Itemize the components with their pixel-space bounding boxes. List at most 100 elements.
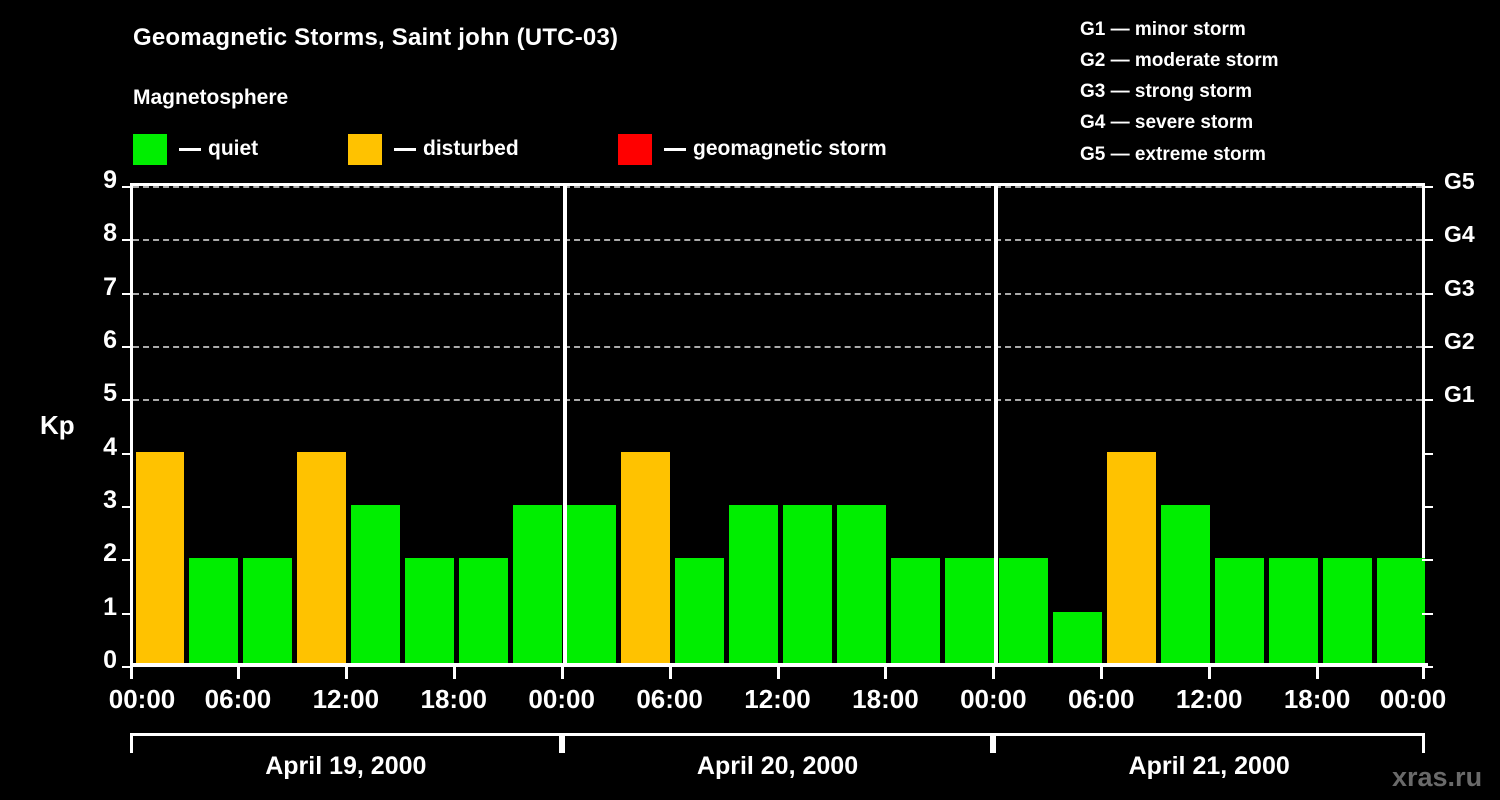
x-axis-label-0: 00:00 <box>108 684 176 714</box>
bar <box>836 505 886 665</box>
y-axis-label-7: 7 <box>103 272 117 301</box>
y-axis-label-6: 6 <box>103 326 117 354</box>
day-separator-2 <box>994 186 999 665</box>
g-scale-label-g2: G2 <box>1444 328 1475 354</box>
bar <box>1268 558 1318 665</box>
bar <box>243 558 293 665</box>
gridline-kp-6 <box>133 346 1422 348</box>
y-tick-right-0 <box>1422 666 1433 668</box>
bar <box>351 505 401 665</box>
magnetosphere-heading: Magnetosphere <box>133 86 289 109</box>
y-axis-ticks <box>122 186 1433 668</box>
y-tick-7 <box>122 292 133 295</box>
legend-dash-icon <box>664 147 686 151</box>
storm-key-line-g2: G2 — moderate storm <box>1080 50 1279 72</box>
bar <box>135 451 185 665</box>
bar <box>189 558 239 665</box>
storm-key-line-g5: G5 — extreme storm <box>1080 143 1266 165</box>
x-tick-11 <box>1316 665 1320 679</box>
bar <box>1214 558 1264 665</box>
x-axis-label-9: 06:00 <box>1068 684 1135 714</box>
legend-label-geomagnetic-storm: geomagnetic storm <box>693 137 887 160</box>
y-axis-label-0: 0 <box>103 646 117 674</box>
y-tick-1 <box>122 612 133 615</box>
x-axis-label-2: 12:00 <box>312 684 380 714</box>
day-bracket-3 <box>993 733 1425 753</box>
y-tick-right-9 <box>1422 186 1433 188</box>
day-separators <box>133 186 1422 665</box>
y-tick-8 <box>122 239 133 242</box>
bar <box>783 505 832 665</box>
g-scale-label-g5: G5 <box>1444 168 1475 194</box>
page-title: Geomagnetic Storms, Saint john (UTC-03) <box>133 24 619 51</box>
bar <box>1376 558 1426 665</box>
x-axis-label-7: 18:00 <box>852 684 919 714</box>
y-tick-right-1 <box>1422 612 1433 615</box>
x-tick-8 <box>992 665 996 679</box>
day-label-2: April 20, 2000 <box>696 752 859 780</box>
y-tick-6 <box>122 346 133 348</box>
x-tick-12 <box>1422 665 1425 679</box>
legend-item-quiet: quiet <box>133 133 258 165</box>
x-tick-9 <box>1100 665 1104 679</box>
bar <box>459 558 509 665</box>
bar <box>405 558 455 665</box>
x-axis-label-4: 00:00 <box>528 684 595 714</box>
x-axis-label-6: 12:00 <box>744 684 811 714</box>
day-label-3: April 21, 2000 <box>1128 752 1290 780</box>
y-tick-4 <box>122 452 133 455</box>
y-tick-right-5 <box>1422 399 1433 402</box>
y-axis-label-9: 9 <box>103 166 117 194</box>
legend-dash-icon <box>394 147 416 151</box>
y-tick-right-4 <box>1422 452 1433 455</box>
x-tick-10 <box>1208 665 1212 679</box>
x-axis-label-12: 00:00 <box>1379 684 1447 714</box>
bar <box>1106 451 1156 665</box>
x-axis-label-11: 18:00 <box>1283 684 1351 714</box>
storm-key-line-g3: G3 — strong storm <box>1080 81 1253 103</box>
legend-swatch-disturbed <box>348 133 382 165</box>
bar <box>1052 611 1102 665</box>
y-tick-2 <box>122 559 133 562</box>
y-axis-label-5: 5 <box>103 379 117 408</box>
x-tick-5 <box>668 665 672 679</box>
x-tick-2 <box>344 665 348 679</box>
bar <box>567 505 617 665</box>
x-axis-label-3: 18:00 <box>420 684 488 714</box>
g-scale-label-g3: G3 <box>1444 274 1475 301</box>
bar <box>998 558 1048 665</box>
x-tick-1 <box>236 665 240 679</box>
y-tick-3 <box>122 506 133 508</box>
day-bracket-2 <box>561 733 994 753</box>
legend-item-geomagnetic-storm: geomagnetic storm <box>618 133 887 165</box>
watermark: xras.ru <box>1392 762 1483 792</box>
y-axis-label-1: 1 <box>103 592 117 621</box>
x-tick-0 <box>130 665 133 679</box>
gridline-kp-9 <box>133 186 1422 188</box>
gridlines <box>133 186 1422 665</box>
x-tick-4 <box>560 665 564 679</box>
legend-label-quiet: quiet <box>208 137 259 160</box>
x-tick-6 <box>776 665 780 679</box>
bar <box>297 451 347 665</box>
y-tick-0 <box>122 666 133 668</box>
gridline-kp-7 <box>133 292 1422 295</box>
y-axis-label-4: 4 <box>103 432 117 461</box>
bar-series <box>133 186 1426 665</box>
x-axis-label-10: 12:00 <box>1175 684 1243 714</box>
bar <box>944 558 994 665</box>
storm-key-line-g4: G4 — severe storm <box>1080 112 1254 134</box>
x-axis-label-5: 06:00 <box>636 684 703 714</box>
y-tick-9 <box>122 186 133 188</box>
bar <box>1322 558 1372 665</box>
x-axis-label-1: 06:00 <box>204 684 272 714</box>
y-tick-right-3 <box>1422 506 1433 508</box>
x-axis-ticks <box>130 665 1428 679</box>
legend-dash-icon <box>179 147 201 151</box>
y-tick-right-2 <box>1422 559 1433 562</box>
y-axis-label-2: 2 <box>103 539 117 568</box>
day-label-1: April 19, 2000 <box>265 752 427 780</box>
storm-key-line-g1: G1 — minor storm <box>1080 19 1246 40</box>
y-axis-title: Kp <box>40 410 75 440</box>
g-scale-label-g4: G4 <box>1444 221 1475 248</box>
